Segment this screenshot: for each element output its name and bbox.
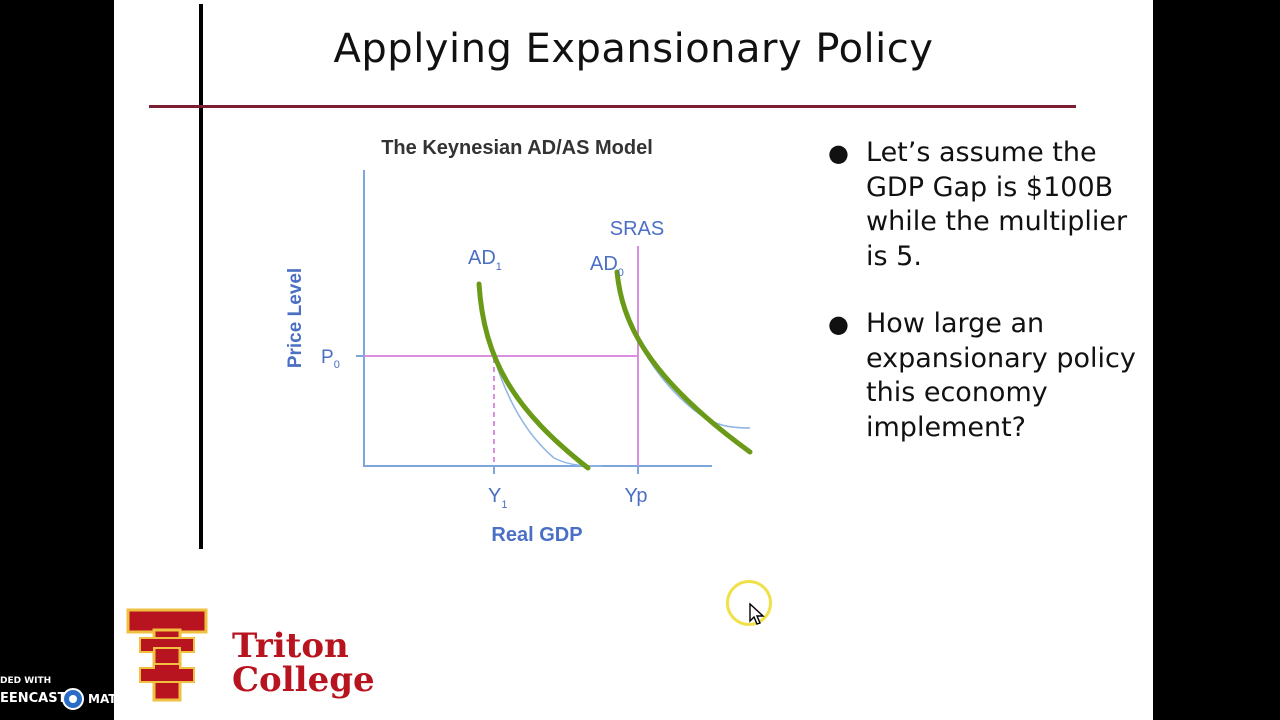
watermark-line-3: MATIC bbox=[88, 692, 130, 706]
tc-emblem-icon bbox=[126, 608, 208, 702]
y-axis-label: Price Level bbox=[285, 268, 306, 368]
slide: Applying Expansionary Policy The Keynesi… bbox=[114, 0, 1153, 720]
mouse-pointer-icon bbox=[749, 602, 765, 625]
watermark-record-icon bbox=[62, 688, 84, 710]
triton-college-logo: Triton College bbox=[126, 608, 375, 704]
y1-label: Y1 bbox=[488, 485, 507, 511]
slide-title: Applying Expansionary Policy bbox=[333, 26, 934, 72]
diagram-title: The Keynesian AD/AS Model bbox=[381, 137, 653, 159]
bullet-item: ● Let’s assume the GDP Gap is $100B while… bbox=[826, 136, 1146, 274]
slide-horizontal-rule bbox=[149, 105, 1076, 108]
bullet-dot-icon: ● bbox=[828, 139, 849, 167]
bullet-text: Let’s assume the GDP Gap is $100B while … bbox=[866, 137, 1128, 272]
ad-as-diagram: The Keynesian AD/AS Model Price Level P0… bbox=[285, 137, 753, 546]
bullet-list: ● Let’s assume the GDP Gap is $100B while… bbox=[826, 136, 1146, 478]
sras-label: SRAS bbox=[610, 218, 664, 240]
bullet-item: ● How large an expansionary policy this e… bbox=[826, 307, 1146, 445]
logo-text-triton: Triton bbox=[232, 626, 349, 666]
watermark-line-2: EENCAST bbox=[0, 691, 67, 706]
ad1-reference-curve bbox=[479, 281, 603, 467]
cursor-highlight-ring bbox=[726, 580, 772, 626]
bullet-text: How large an expansionary policy this ec… bbox=[866, 308, 1136, 443]
bullet-dot-icon: ● bbox=[828, 310, 849, 338]
ad0-curve bbox=[614, 269, 753, 455]
ad1-curve bbox=[476, 281, 591, 471]
p0-label: P0 bbox=[321, 347, 340, 371]
logo-text-college: College bbox=[232, 660, 375, 700]
slide-vertical-rule bbox=[199, 4, 203, 549]
watermark-line-1: DED WITH bbox=[0, 676, 52, 686]
screencast-watermark: DED WITH EENCAST MATIC bbox=[0, 676, 160, 720]
ad0-label: AD0 bbox=[590, 253, 624, 279]
yp-label: Yp bbox=[625, 485, 648, 507]
ad1-label: AD1 bbox=[468, 247, 502, 273]
x-axis-label: Real GDP bbox=[491, 524, 582, 546]
